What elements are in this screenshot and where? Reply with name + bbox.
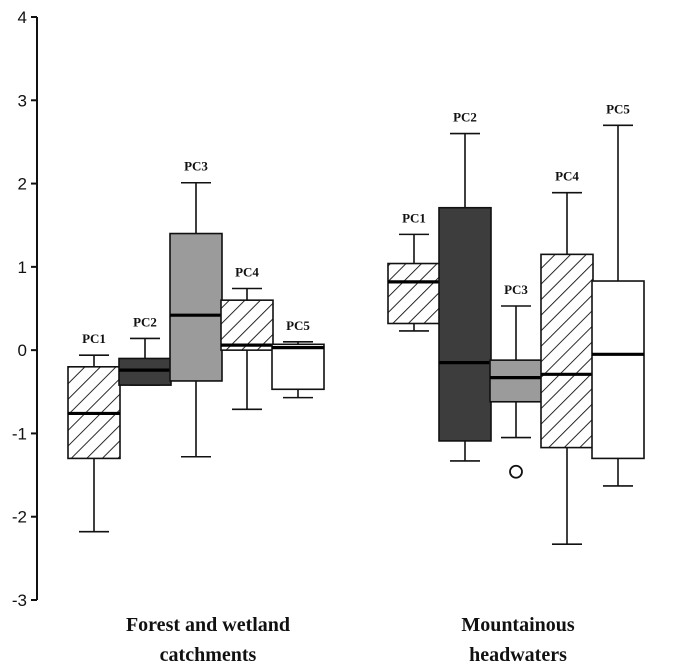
box-0-pc3 [169,232,223,382]
box-label: PC3 [504,282,528,297]
y-axis: -3 -2 -1 0 1 2 3 4 [12,8,38,610]
y-tick-label: 0 [18,341,27,360]
y-tick-label: -1 [12,424,27,443]
box-label: PC2 [453,110,477,125]
group-label-line: headwaters [469,644,567,666]
group-label-line: catchments [160,644,257,666]
box-1-pc3 [489,359,543,403]
box-1-pc4 [540,253,594,449]
box-label: PC2 [133,314,157,329]
box-label: PC1 [82,331,106,346]
box-label: PC1 [402,210,426,225]
box-1-pc1 [387,262,441,325]
box-series: PC1 PC2 PC3 PC4 PC5 PC1 PC2 PC3 PC4 PC5 [67,101,645,545]
box-label: PC4 [555,169,579,184]
group-label-line: Forest and wetland [126,614,290,636]
box-0-pc4 [220,299,274,351]
outlier-point [509,464,523,479]
box-1-pc5 [591,280,645,460]
y-tick-label: 2 [18,175,27,194]
box-label: PC4 [235,265,259,280]
box-label: PC3 [184,159,208,174]
y-tick-label: -3 [12,591,27,610]
y-tick-label: 1 [18,258,27,277]
group-labels: Forest and wetland catchments Mountainous h… [126,614,575,666]
box-0-pc2 [118,357,172,386]
box-1-pc2 [438,206,492,442]
y-tick-label: 3 [18,91,27,110]
box-0-pc5 [271,343,325,391]
y-tick-label: 4 [18,8,27,27]
box-label: PC5 [606,101,630,116]
y-tick-label: -2 [12,508,27,527]
group-label-line: Mountainous [461,614,575,636]
box-label: PC5 [286,318,310,333]
